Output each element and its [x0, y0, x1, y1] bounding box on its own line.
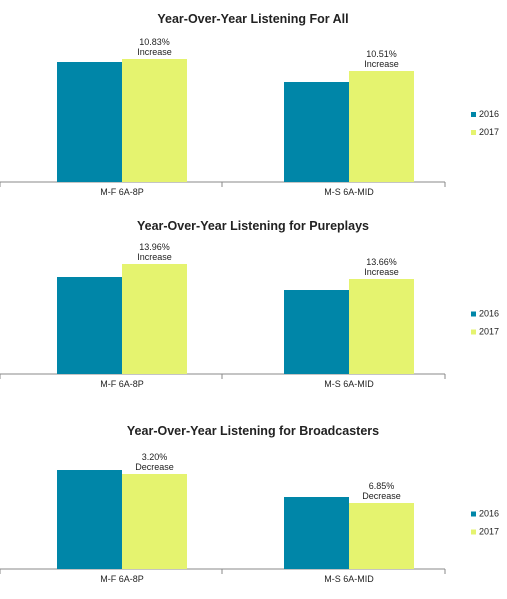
- x-tick-label: M-S 6A-MID: [324, 379, 374, 389]
- x-tick-label: M-S 6A-MID: [324, 187, 374, 197]
- annotation: 10.83%: [139, 37, 170, 47]
- bar: [284, 290, 349, 374]
- chart-title: Year-Over-Year Listening for Pureplays: [137, 219, 369, 233]
- legend-label: 2017: [479, 127, 499, 137]
- x-tick-label: M-F 6A-8P: [100, 379, 144, 389]
- annotation: 13.96%: [139, 242, 170, 252]
- legend-label: 2016: [479, 309, 499, 319]
- bar: [284, 497, 349, 569]
- annotation: Increase: [137, 47, 172, 57]
- legend-swatch: [471, 311, 476, 317]
- bar: [57, 470, 122, 569]
- x-tick-label: M-S 6A-MID: [324, 574, 374, 584]
- annotation: Increase: [364, 59, 399, 69]
- x-tick-label: M-F 6A-8P: [100, 187, 144, 197]
- annotation: Increase: [364, 267, 399, 277]
- annotation: Decrease: [135, 462, 174, 472]
- legend-label: 2017: [479, 327, 499, 337]
- chart-title: Year-Over-Year Listening For All: [157, 12, 348, 26]
- legend-label: 2016: [479, 109, 499, 119]
- legend-swatch: [471, 112, 476, 117]
- legend-label: 2017: [479, 527, 499, 537]
- bar: [349, 279, 414, 374]
- annotation: 3.20%: [142, 452, 168, 462]
- chart-title: Year-Over-Year Listening for Broadcaster…: [127, 424, 379, 438]
- annotation: 10.51%: [366, 49, 397, 59]
- bar: [57, 62, 122, 182]
- legend-swatch: [471, 529, 476, 535]
- x-tick-label: M-F 6A-8P: [100, 574, 144, 584]
- annotation: Decrease: [362, 491, 401, 501]
- bar: [349, 503, 414, 569]
- bar: [122, 59, 187, 182]
- annotation: Increase: [137, 252, 172, 262]
- annotation: 13.66%: [366, 257, 397, 267]
- legend-swatch: [471, 511, 476, 517]
- bar: [57, 277, 122, 374]
- legend-label: 2016: [479, 509, 499, 519]
- legend-swatch: [471, 130, 476, 135]
- bar: [122, 474, 187, 569]
- legend-swatch: [471, 329, 476, 335]
- bar: [349, 71, 414, 182]
- bar: [122, 264, 187, 374]
- annotation: 6.85%: [369, 481, 395, 491]
- bar: [284, 82, 349, 182]
